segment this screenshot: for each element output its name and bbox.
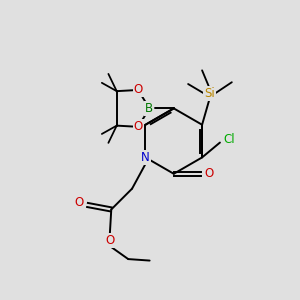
Text: B: B: [145, 102, 154, 115]
Text: Cl: Cl: [224, 133, 235, 146]
Text: O: O: [105, 234, 114, 247]
Text: O: O: [204, 167, 213, 180]
Text: N: N: [141, 151, 150, 164]
Text: O: O: [134, 83, 143, 97]
Text: Si: Si: [204, 87, 215, 100]
Text: O: O: [134, 120, 143, 133]
Text: O: O: [75, 196, 84, 208]
